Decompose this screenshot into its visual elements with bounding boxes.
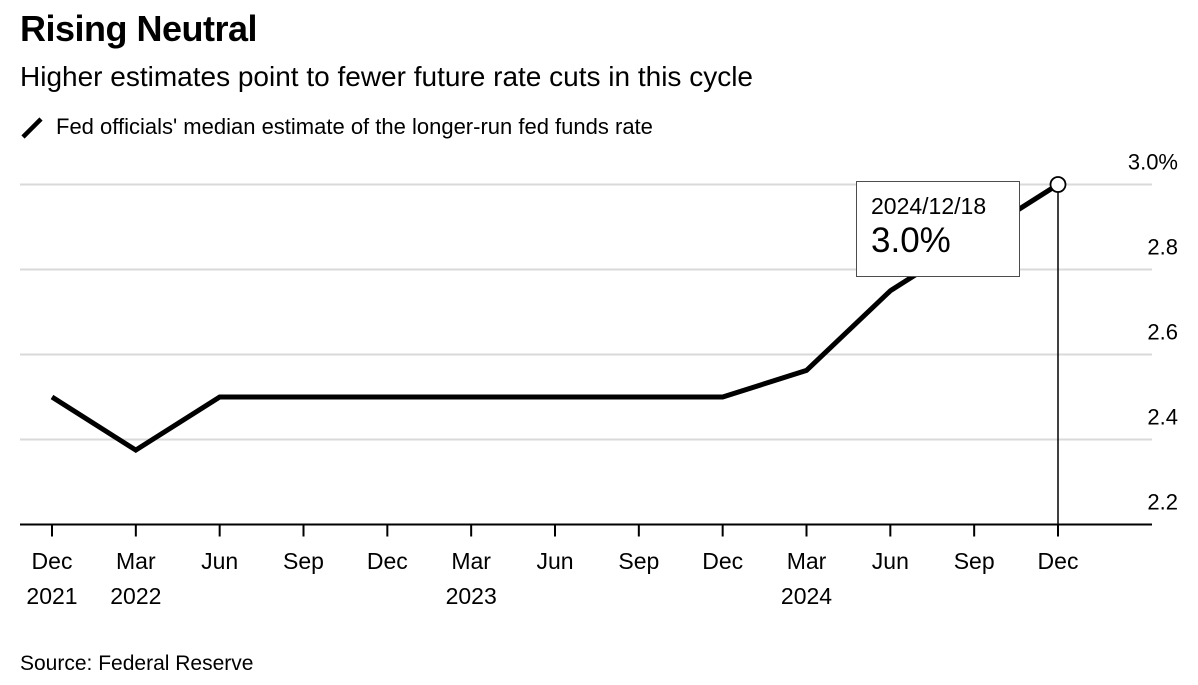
x-tick-year-label: 2024	[781, 583, 832, 609]
chart-subtitle: Higher estimates point to fewer future r…	[20, 61, 753, 92]
x-tick-label: Sep	[618, 548, 659, 574]
label-layer: 2.2 2.4 2.6 2.8 3.0% Dec 2021 Mar 2022 Jun Sep Dec M…	[26, 150, 1178, 610]
x-tick-label: Mar	[787, 548, 827, 574]
x-tick-label: Sep	[954, 548, 995, 574]
data-tooltip: 2024/12/18 3.0%	[856, 181, 1020, 277]
series-layer	[50, 176, 1067, 525]
x-tick-label: Dec	[702, 548, 743, 574]
x-tick-label: Dec	[367, 548, 408, 574]
y-tick-label: 2.8	[1147, 235, 1178, 260]
y-tick-label: 2.4	[1147, 405, 1178, 430]
x-tick-label: Dec	[1038, 548, 1079, 574]
x-tick-label: Mar	[451, 548, 491, 574]
chart-title: Rising Neutral	[20, 8, 258, 49]
y-tick-label: 2.6	[1147, 320, 1178, 345]
x-tick-label: Sep	[283, 548, 324, 574]
axis-layer	[20, 523, 1152, 537]
tooltip-date: 2024/12/18	[871, 193, 987, 219]
legend-line-swatch	[21, 117, 43, 139]
x-tick-year-label: 2023	[446, 583, 497, 609]
source-note: Source: Federal Reserve	[20, 652, 254, 675]
x-tick-label: Mar	[116, 548, 156, 574]
x-tick-label: Jun	[872, 548, 909, 574]
x-tick-label: Jun	[201, 548, 238, 574]
legend: Fed officials' median estimate of the lo…	[20, 113, 653, 141]
x-tick-year-label: 2021	[26, 583, 77, 609]
highlight-marker	[1049, 176, 1067, 193]
x-tick-label: Dec	[32, 548, 73, 574]
x-tick-year-label: 2022	[110, 583, 161, 609]
legend-line-icon	[21, 117, 43, 139]
y-tick-label: 3.0%	[1128, 150, 1178, 175]
tooltip-value: 3.0%	[871, 221, 951, 260]
y-tick-label: 2.2	[1147, 490, 1178, 515]
x-tick-label: Jun	[536, 548, 573, 574]
legend-label: Fed officials' median estimate of the lo…	[56, 114, 653, 139]
series-line	[50, 182, 1060, 454]
